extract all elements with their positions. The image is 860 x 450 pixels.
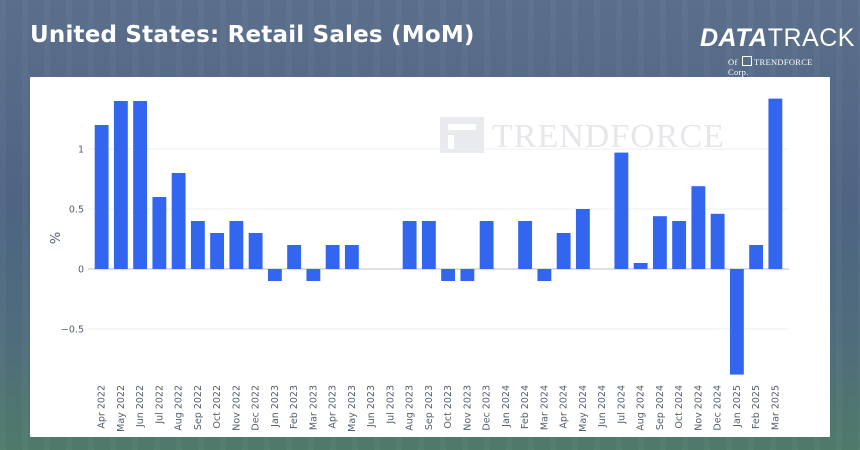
bar-feb-2025 — [749, 245, 764, 269]
x-tick-label: Nov 2023 — [462, 385, 473, 431]
trendforce-mark-icon — [742, 56, 753, 66]
logo-sub-suffix: Corp. — [728, 67, 749, 77]
bar-sep-2022 — [190, 221, 205, 269]
bar-may-2024 — [575, 209, 590, 269]
bar-dec-2022 — [248, 233, 263, 269]
bars — [94, 98, 783, 375]
bar-apr-2022 — [94, 125, 109, 269]
x-tick-label: Jun 2024 — [597, 385, 608, 428]
x-tick-label: Aug 2023 — [405, 385, 416, 431]
x-tick-label: Aug 2024 — [636, 385, 647, 431]
bar-jan-2025 — [729, 269, 744, 375]
bar-jul-2024 — [614, 152, 629, 269]
bar-dec-2024 — [710, 213, 725, 269]
grid-lines — [88, 148, 789, 330]
bar-nov-2024 — [691, 186, 706, 269]
x-tick-label: Jul 2023 — [385, 385, 396, 425]
y-tick-label: 0 — [78, 265, 84, 276]
x-tick-label: Jun 2022 — [135, 385, 146, 428]
y-axis-ticks: −0.5 0 0.5 1 — [61, 145, 84, 336]
bar-sep-2023 — [421, 221, 436, 269]
bar-dec-2023 — [479, 221, 494, 269]
bar-sep-2024 — [652, 216, 667, 269]
x-tick-label: Oct 2024 — [674, 385, 685, 429]
y-tick-label: −0.5 — [61, 325, 84, 336]
x-tick-label: Feb 2025 — [751, 385, 762, 429]
x-tick-label: Apr 2022 — [97, 385, 108, 429]
x-tick-label: Nov 2024 — [693, 385, 704, 431]
x-tick-label: May 2024 — [578, 385, 589, 432]
x-tick-label: Dec 2024 — [713, 385, 724, 431]
x-tick-label: Jul 2022 — [154, 385, 165, 425]
x-tick-label: Apr 2024 — [559, 385, 570, 429]
x-tick-label: Dec 2022 — [251, 385, 262, 431]
x-tick-label: Jun 2023 — [366, 385, 377, 428]
y-tick-label: 1 — [78, 145, 84, 156]
y-axis-label: % — [49, 232, 64, 244]
bar-may-2023 — [344, 245, 359, 269]
x-tick-label: Mar 2024 — [539, 385, 550, 430]
bar-aug-2024 — [633, 263, 648, 269]
x-tick-label: Oct 2022 — [212, 385, 223, 429]
x-tick-label: Feb 2023 — [289, 385, 300, 429]
trendforce-logo-icon — [440, 117, 484, 153]
x-tick-label: Jan 2025 — [732, 385, 743, 428]
bar-oct-2022 — [210, 233, 225, 269]
bar-feb-2024 — [518, 221, 533, 269]
bar-nov-2023 — [460, 269, 475, 281]
bar-mar-2024 — [537, 269, 552, 281]
bar-mar-2023 — [306, 269, 321, 281]
bar-jun-2022 — [133, 101, 148, 269]
x-tick-label: Jan 2023 — [270, 385, 281, 428]
bar-feb-2023 — [287, 245, 302, 269]
bar-jan-2023 — [267, 269, 282, 281]
bar-chart: TRENDFORCE −0.500.51 Apr 2022 May 2022 Jun… — [49, 98, 789, 432]
datatrack-logo: DATATRACK Of TRENDFORCE Corp. — [700, 24, 854, 77]
x-tick-label: Nov 2022 — [231, 385, 242, 431]
x-tick-label: Aug 2022 — [174, 385, 185, 431]
bar-aug-2023 — [402, 221, 417, 269]
page-title: United States: Retail Sales (MoM) — [30, 22, 475, 48]
x-tick-label: Sep 2023 — [424, 385, 435, 430]
x-tick-label: Feb 2024 — [520, 385, 531, 429]
x-tick-label: Apr 2023 — [328, 385, 339, 429]
x-tick-label: Mar 2023 — [308, 385, 319, 430]
logo-brand-light: TRACK — [767, 24, 855, 52]
x-tick-label: Mar 2025 — [770, 385, 781, 430]
x-tick-label: Sep 2024 — [655, 385, 666, 430]
bar-nov-2022 — [229, 221, 244, 269]
bar-aug-2022 — [171, 173, 186, 269]
logo-sub-company: TRENDFORCE — [754, 57, 813, 67]
x-tick-label: Oct 2023 — [443, 385, 454, 429]
x-tick-label: May 2022 — [116, 385, 127, 432]
x-axis-ticks: Apr 2022 May 2022 Jun 2022 Jul 2022 Aug 2022… — [97, 385, 782, 432]
x-tick-label: May 2023 — [347, 385, 358, 432]
x-tick-label: Sep 2022 — [193, 385, 204, 430]
logo-brand-bold: DATA — [700, 24, 768, 52]
bar-oct-2023 — [441, 269, 456, 281]
logo-wordmark: DATATRACK — [700, 24, 854, 52]
y-tick-label: 0.5 — [69, 205, 84, 216]
bar-oct-2024 — [672, 221, 687, 269]
bar-jul-2022 — [152, 197, 167, 269]
logo-sub-prefix: Of — [728, 57, 738, 67]
logo-subtitle: Of TRENDFORCE Corp. — [728, 56, 830, 77]
bar-apr-2023 — [325, 245, 340, 269]
bar-apr-2024 — [556, 233, 571, 269]
x-tick-label: Jul 2024 — [616, 385, 627, 425]
bar-may-2022 — [113, 101, 128, 269]
chart-panel: TRENDFORCE −0.5 0 0.5 1 Apr 2022 May 2022 Jun… — [30, 77, 830, 437]
x-tick-label: Jan 2024 — [501, 385, 512, 428]
x-tick-label: Dec 2023 — [482, 385, 493, 431]
bar-mar-2025 — [768, 98, 783, 269]
